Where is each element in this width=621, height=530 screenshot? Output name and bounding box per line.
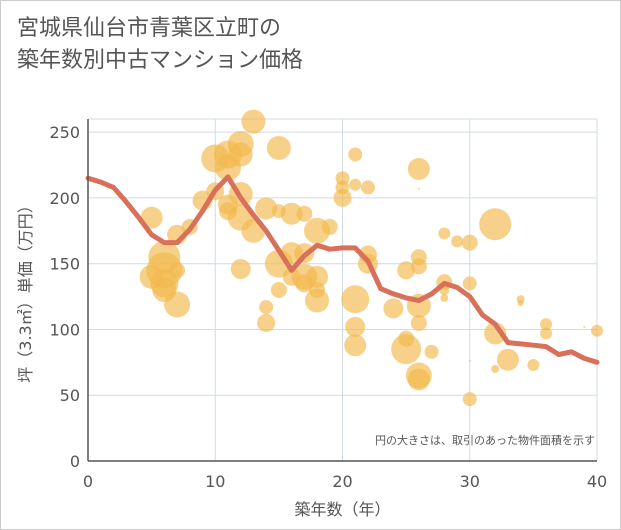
- data-bubble: [397, 261, 416, 280]
- data-bubble: [383, 298, 404, 319]
- x-axis-label: 築年数（年）: [294, 500, 390, 519]
- data-bubble: [257, 313, 276, 332]
- data-bubble: [266, 135, 291, 160]
- data-bubble: [345, 316, 366, 337]
- data-bubble: [517, 300, 524, 307]
- data-bubble: [305, 288, 330, 313]
- data-bubble: [451, 235, 464, 248]
- data-bubble: [255, 197, 278, 220]
- data-bubble: [407, 157, 430, 180]
- bubble-layer: [139, 109, 603, 407]
- y-tick-label: 50: [60, 386, 80, 405]
- data-bubble: [410, 314, 427, 331]
- y-tick-label: 150: [49, 255, 80, 274]
- data-bubble: [164, 291, 191, 318]
- x-tick-label: 0: [83, 472, 93, 491]
- data-bubble: [468, 360, 471, 363]
- data-bubble: [259, 300, 274, 315]
- x-tick-label: 30: [460, 472, 480, 491]
- data-bubble: [440, 293, 449, 302]
- y-axis-label: 坪（3.3㎡）単価（万円）: [16, 197, 35, 382]
- x-tick-label: 40: [587, 472, 607, 491]
- x-tick-label: 10: [205, 472, 225, 491]
- data-bubble: [527, 358, 540, 371]
- data-bubble: [461, 234, 478, 251]
- data-bubble: [496, 348, 519, 371]
- data-bubble: [241, 109, 266, 134]
- data-bubble: [417, 187, 420, 190]
- data-bubble: [462, 276, 477, 291]
- data-bubble: [169, 262, 186, 279]
- data-bubble: [407, 368, 430, 391]
- data-bubble: [140, 206, 163, 229]
- data-bubble: [230, 258, 251, 279]
- data-bubble: [306, 265, 329, 288]
- data-bubble: [583, 325, 586, 328]
- y-tick-label: 100: [49, 320, 80, 339]
- y-tick-label: 250: [49, 123, 80, 142]
- chart-title: 宮城県仙台市青葉区立町の 築年数別中古マンション価格: [17, 16, 304, 73]
- data-bubble: [270, 282, 287, 298]
- data-bubble: [410, 258, 427, 275]
- axes: [87, 119, 597, 462]
- data-bubble: [462, 392, 477, 407]
- data-bubble: [479, 208, 512, 241]
- data-bubble: [348, 147, 363, 162]
- data-bubble: [349, 178, 362, 191]
- data-bubble: [228, 142, 253, 167]
- data-bubble: [591, 324, 603, 337]
- y-tick-label: 0: [70, 452, 80, 471]
- data-bubble: [344, 334, 367, 357]
- data-bubble: [296, 205, 313, 222]
- data-bubble: [391, 334, 422, 365]
- data-bubble: [341, 285, 370, 314]
- tick-labels: 0 10 20 30 40 0 50 100 150 200 250: [49, 123, 607, 491]
- trend-line: [85, 174, 600, 365]
- data-bubble: [540, 327, 553, 340]
- data-bubble: [424, 344, 439, 359]
- data-bubble: [360, 180, 375, 195]
- data-bubble: [280, 202, 303, 225]
- data-bubble: [333, 188, 352, 207]
- size-note: 円の大きさは、取引のあった物件面積を示す: [375, 433, 595, 447]
- data-bubble: [491, 364, 500, 373]
- x-tick-label: 20: [332, 472, 352, 491]
- y-tick-label: 200: [49, 189, 80, 208]
- data-bubble: [438, 227, 451, 240]
- data-bubble: [540, 318, 553, 331]
- data-bubble: [321, 218, 338, 235]
